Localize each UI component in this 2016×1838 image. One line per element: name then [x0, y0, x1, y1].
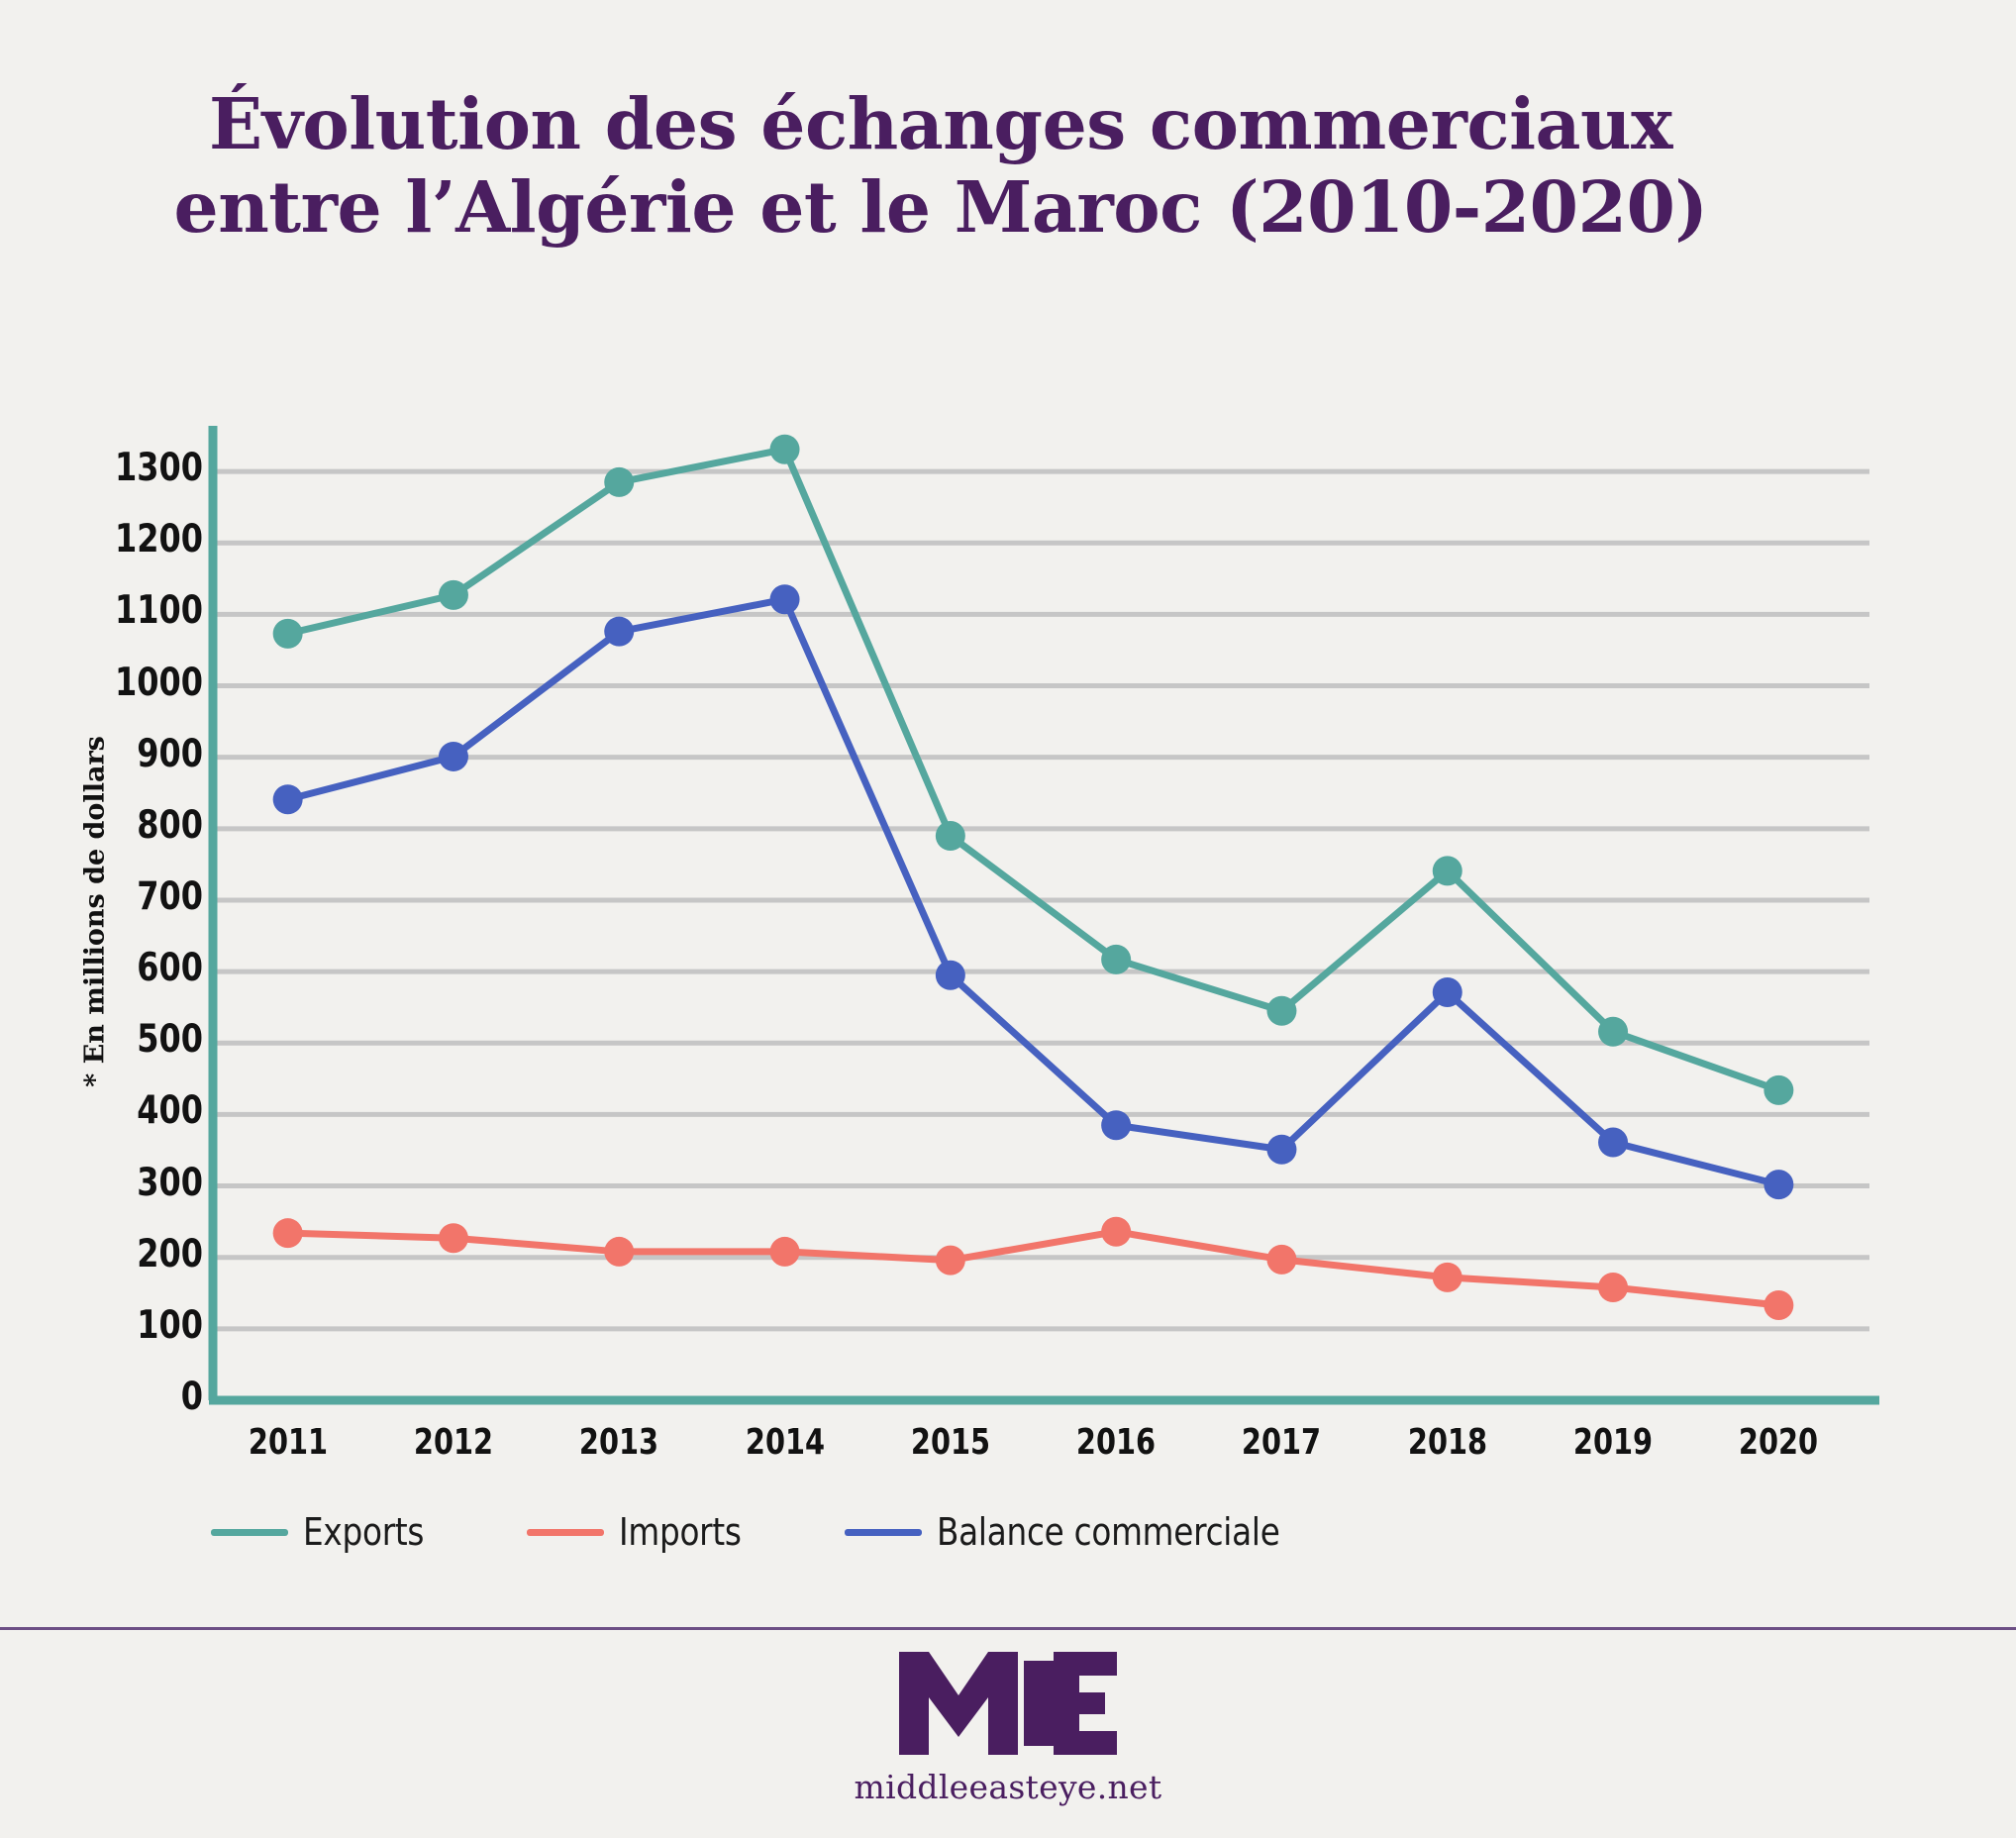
y-axis-tick-label: 600 [137, 946, 203, 991]
data-point [1598, 1127, 1629, 1158]
series-line [284, 595, 1782, 1188]
data-point [1764, 1170, 1794, 1200]
x-axis-tick-label: 2019 [1572, 1422, 1654, 1463]
data-point [1432, 856, 1462, 886]
data-point [1101, 1216, 1132, 1247]
series-line [284, 446, 1782, 1094]
mee-url: middleeasteye.net [854, 1768, 1162, 1806]
legend-label: Imports [619, 1510, 742, 1554]
data-point [1101, 1110, 1132, 1141]
data-point [1764, 1290, 1794, 1321]
x-axis-tick-label: 2016 [1076, 1422, 1157, 1463]
axis-lines [208, 426, 1879, 1405]
data-point [1598, 1273, 1629, 1303]
legend-item[interactable]: Imports [527, 1510, 761, 1554]
x-axis-tick-label: 2013 [579, 1422, 659, 1463]
y-axis-tick-label: 800 [137, 802, 203, 848]
y-axis-tick-label: 1000 [114, 660, 203, 705]
legend-label: Balance commerciale [936, 1510, 1280, 1554]
y-axis-tick-label: 900 [137, 731, 203, 776]
data-point [1432, 977, 1462, 1008]
data-point [1432, 1262, 1462, 1292]
mee-logo-icon [899, 1652, 1117, 1760]
y-axis-tick-label: 0 [180, 1375, 203, 1419]
data-point [1764, 1074, 1794, 1105]
x-axis-tick-label: 2011 [248, 1422, 328, 1463]
page-title-line-1: Évolution des échanges commerciaux [208, 82, 1673, 165]
footer-divider [0, 1627, 2016, 1630]
data-point [1266, 1244, 1297, 1275]
mee-logo-svg [899, 1652, 1117, 1755]
legend-label: Exports [303, 1510, 425, 1554]
y-axis-tick-label: 100 [137, 1302, 203, 1348]
x-axis-tick-label: 2018 [1407, 1422, 1487, 1463]
data-point [604, 1236, 635, 1267]
y-axis-tick-label: 1300 [114, 446, 203, 491]
data-point [935, 821, 965, 852]
data-point [769, 584, 800, 615]
data-point [438, 741, 468, 771]
y-axis-tick-label: 500 [137, 1017, 203, 1063]
y-axis-tick-label: 700 [137, 873, 203, 919]
page-title: Évolution des échanges commerciaux entre… [0, 82, 1881, 250]
legend-item[interactable]: Exports [211, 1510, 444, 1554]
data-point [272, 784, 303, 815]
series-line [284, 1228, 1782, 1309]
data-point [1598, 1016, 1629, 1047]
legend-swatch-icon [844, 1528, 922, 1536]
page-title-line-2: entre l’Algérie et le Maroc (2010-2020) [173, 164, 1708, 249]
x-axis-tick-label: 2014 [745, 1422, 825, 1463]
x-axis-tick-label: 2015 [910, 1422, 990, 1463]
line-chart: * En millions de dollars 0 100 200 300 400 50… [80, 426, 1879, 1463]
data-point [438, 579, 468, 610]
data-point [272, 618, 303, 649]
legend-swatch-icon [527, 1528, 605, 1536]
series-layer [272, 434, 1794, 1321]
data-point [769, 434, 800, 464]
y-axis-tick-label: 1100 [114, 588, 203, 634]
data-point [1266, 995, 1297, 1026]
chart-legend: Exports Imports Balance commerciale [211, 1510, 1336, 1554]
data-point [935, 960, 965, 990]
data-point [272, 1218, 303, 1249]
legend-swatch-icon [211, 1528, 288, 1536]
data-point [1266, 1134, 1297, 1165]
x-axis-tick-label: 2020 [1739, 1422, 1819, 1463]
chart-canvas [208, 426, 1879, 1405]
y-axis-tick-label: 1200 [114, 517, 203, 562]
data-point [1101, 944, 1132, 974]
data-point [438, 1223, 468, 1254]
x-axis-tick-label: 2017 [1242, 1422, 1322, 1463]
data-point [604, 466, 635, 497]
legend-item[interactable]: Balance commerciale [844, 1510, 1336, 1554]
y-axis-tick-label: 400 [137, 1088, 203, 1134]
y-axis-tick-label: 200 [137, 1231, 203, 1276]
footer: middleeasteye.net [0, 1652, 2016, 1806]
y-axis-tick-label: 300 [137, 1160, 203, 1205]
x-axis-tick-label: 2012 [413, 1422, 494, 1463]
data-point [769, 1236, 800, 1267]
data-point [604, 616, 635, 647]
data-point [935, 1245, 965, 1276]
